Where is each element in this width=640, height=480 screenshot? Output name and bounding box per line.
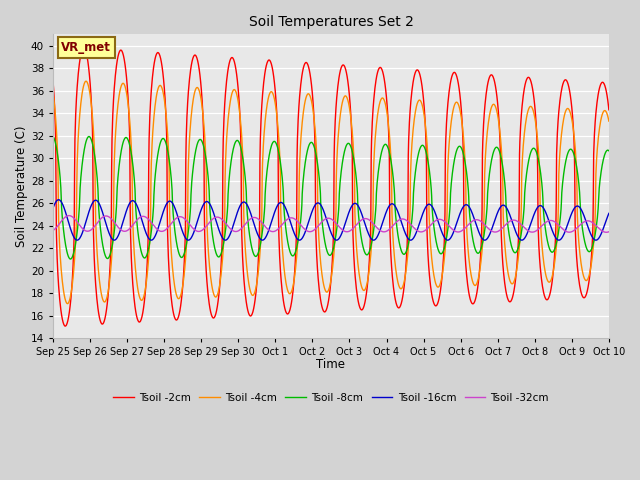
Tsoil -8cm: [67, 256, 74, 262]
Tsoil -32cm: [366, 217, 374, 223]
Legend: Tsoil -2cm, Tsoil -4cm, Tsoil -8cm, Tsoil -16cm, Tsoil -32cm: Tsoil -2cm, Tsoil -4cm, Tsoil -8cm, Tsoi…: [109, 389, 553, 407]
Tsoil -4cm: [297, 132, 305, 138]
Tsoil -8cm: [605, 148, 612, 154]
Tsoil -16cm: [115, 231, 123, 237]
Tsoil -4cm: [307, 96, 315, 102]
Line: Tsoil -32cm: Tsoil -32cm: [53, 216, 609, 232]
Tsoil -2cm: [49, 78, 57, 84]
Line: Tsoil -4cm: Tsoil -4cm: [53, 81, 609, 304]
Tsoil -4cm: [116, 91, 124, 96]
Tsoil -16cm: [307, 212, 315, 218]
Tsoil -8cm: [93, 167, 100, 173]
Tsoil -2cm: [116, 49, 124, 55]
Tsoil -4cm: [49, 90, 57, 96]
Tsoil -16cm: [49, 205, 57, 211]
Tsoil -8cm: [285, 246, 293, 252]
Tsoil -2cm: [366, 242, 374, 248]
Tsoil -16cm: [55, 197, 63, 203]
Tsoil -8cm: [49, 133, 57, 139]
Tsoil -2cm: [286, 308, 294, 314]
Tsoil -32cm: [115, 225, 123, 231]
Tsoil -2cm: [307, 79, 315, 84]
Tsoil -4cm: [93, 245, 100, 251]
Tsoil -32cm: [602, 229, 610, 235]
Tsoil -8cm: [115, 164, 123, 169]
Tsoil -4cm: [82, 78, 90, 84]
Title: Soil Temperatures Set 2: Soil Temperatures Set 2: [248, 15, 413, 29]
Tsoil -16cm: [297, 237, 305, 242]
Tsoil -32cm: [307, 229, 315, 235]
Tsoil -4cm: [286, 291, 294, 297]
Tsoil -16cm: [605, 211, 612, 216]
Tsoil -16cm: [93, 197, 100, 203]
Tsoil -32cm: [49, 228, 57, 233]
Tsoil -4cm: [366, 259, 374, 265]
Tsoil -16cm: [366, 233, 374, 239]
Tsoil -2cm: [93, 295, 100, 301]
Tsoil -32cm: [297, 222, 305, 228]
Tsoil -32cm: [93, 221, 100, 227]
Tsoil -8cm: [307, 140, 315, 145]
Line: Tsoil -8cm: Tsoil -8cm: [53, 136, 609, 259]
Tsoil -4cm: [605, 118, 612, 124]
Y-axis label: Soil Temperature (C): Soil Temperature (C): [15, 125, 28, 247]
Tsoil -2cm: [605, 107, 612, 113]
Tsoil -16cm: [592, 237, 600, 243]
Line: Tsoil -16cm: Tsoil -16cm: [53, 200, 609, 240]
Tsoil -2cm: [61, 323, 69, 329]
Tsoil -32cm: [65, 213, 73, 218]
Tsoil -4cm: [63, 301, 71, 307]
Tsoil -2cm: [297, 79, 305, 84]
Tsoil -32cm: [285, 216, 293, 221]
Tsoil -16cm: [285, 216, 293, 221]
Tsoil -32cm: [605, 229, 612, 235]
Tsoil -8cm: [297, 217, 305, 223]
Tsoil -8cm: [366, 248, 374, 253]
Tsoil -2cm: [80, 45, 88, 50]
X-axis label: Time: Time: [316, 359, 346, 372]
Text: VR_met: VR_met: [61, 41, 111, 54]
Line: Tsoil -2cm: Tsoil -2cm: [53, 48, 609, 326]
